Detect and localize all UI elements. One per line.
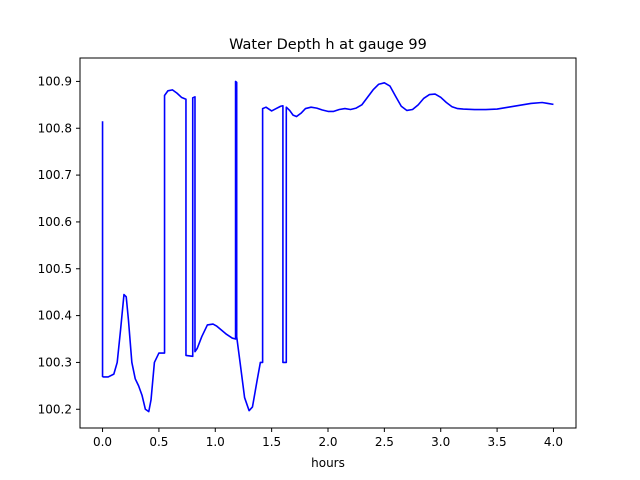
x-axis-label: hours <box>311 456 345 470</box>
x-tick-label: 2.0 <box>318 435 337 449</box>
series-line-0 <box>101 80 554 413</box>
y-tick-label: 100.2 <box>38 402 72 416</box>
y-tick-label: 100.6 <box>38 215 72 229</box>
y-tick-label: 100.9 <box>38 74 72 88</box>
x-axis: 0.0 0.5 1.0 1.5 2.0 2.5 3.0 3.5 4.0 <box>93 428 563 449</box>
plot-frame <box>79 57 577 429</box>
x-tick-label: 3.0 <box>431 435 450 449</box>
plot-area <box>79 57 577 429</box>
y-axis: 100.2 100.3 100.4 100.5 100.6 100.7 100.8 100.9 <box>38 74 80 416</box>
x-tick-label: 2.5 <box>375 435 394 449</box>
x-tick-label: 1.0 <box>206 435 225 449</box>
x-tick-label: 1.5 <box>262 435 281 449</box>
y-tick-label: 100.7 <box>38 168 72 182</box>
x-tick-label: 0.5 <box>149 435 168 449</box>
y-tick-label: 100.3 <box>38 355 72 369</box>
x-tick-label: 4.0 <box>544 435 563 449</box>
chart-title: Water Depth h at gauge 99 <box>229 37 427 53</box>
y-tick-label: 100.8 <box>38 121 72 135</box>
x-tick-label: 0.0 <box>93 435 112 449</box>
y-tick-label: 100.5 <box>38 262 72 276</box>
y-tick-label: 100.4 <box>38 309 72 323</box>
x-tick-label: 3.5 <box>488 435 507 449</box>
series-layer <box>101 80 554 413</box>
